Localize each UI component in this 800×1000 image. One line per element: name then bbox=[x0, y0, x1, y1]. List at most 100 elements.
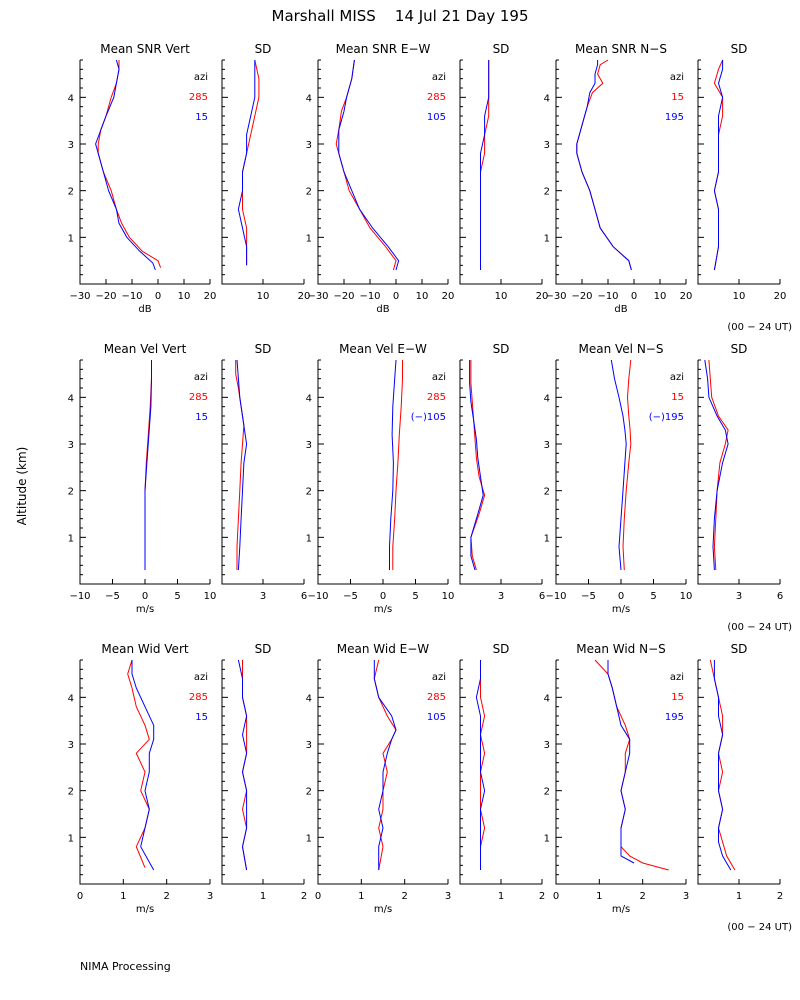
x-tick-label: 10 bbox=[654, 291, 667, 302]
series-line-red bbox=[144, 360, 152, 570]
x-tick-label: 0 bbox=[553, 891, 559, 902]
legend-entry: 15 bbox=[671, 392, 684, 403]
y-tick-label: 4 bbox=[544, 93, 550, 104]
y-tick-label: 2 bbox=[544, 187, 550, 198]
panel-title: SD bbox=[255, 642, 272, 656]
legend-entry: 285 bbox=[427, 92, 446, 103]
panel-vel-3: SD 3 6 bbox=[459, 342, 545, 602]
panel-vel-1: SD 3 6 bbox=[221, 342, 307, 602]
y-tick-label: 2 bbox=[306, 187, 312, 198]
series-line-blue bbox=[713, 660, 732, 871]
x-tick-label: −10 bbox=[597, 291, 618, 302]
panel-wid-0: Mean Wid Vert 1 2 3 4 0 1 2 3 m/s azi 285 15 bbox=[68, 642, 214, 915]
series-line-blue bbox=[713, 60, 724, 271]
x-tick-label: 2 bbox=[539, 891, 545, 902]
processing-note: NIMA Processing bbox=[80, 960, 171, 973]
x-tick-label: −20 bbox=[333, 291, 354, 302]
panel-wid-4: Mean Wid N−S 1 2 3 4 0 1 2 3 m/s azi 15 195 bbox=[544, 642, 690, 915]
panel-axis bbox=[555, 360, 686, 585]
x-tick-label: 10 bbox=[257, 291, 270, 302]
y-tick-label: 4 bbox=[306, 693, 312, 704]
y-tick-label: 2 bbox=[544, 487, 550, 498]
x-tick-label: 5 bbox=[412, 591, 418, 602]
series-line-red bbox=[480, 60, 490, 270]
legend-entry: 195 bbox=[665, 112, 684, 123]
x-tick-label: 0 bbox=[393, 291, 399, 302]
y-tick-label: 1 bbox=[306, 233, 312, 244]
x-tick-label: 1 bbox=[596, 891, 602, 902]
panel-wid-3: SD 1 2 bbox=[459, 642, 545, 902]
series-line-blue bbox=[338, 59, 400, 271]
legend-header: azi bbox=[194, 672, 208, 683]
x-axis-label: dB bbox=[376, 304, 389, 315]
series-line-red bbox=[709, 659, 736, 871]
panel-title: Mean Wid Vert bbox=[101, 642, 188, 656]
panel-snr-1: SD 10 20 bbox=[221, 42, 310, 302]
y-tick-label: 1 bbox=[544, 833, 550, 844]
x-tick-label: 20 bbox=[536, 291, 549, 302]
panel-wid-2: Mean Wid E−W 1 2 3 4 0 1 2 3 m/s azi 285 105 bbox=[306, 642, 452, 915]
panel-axis bbox=[697, 360, 780, 585]
x-tick-label: −30 bbox=[69, 291, 90, 302]
y-tick-label: 4 bbox=[68, 93, 74, 104]
x-tick-label: −30 bbox=[307, 291, 328, 302]
y-tick-label: 4 bbox=[306, 393, 312, 404]
series-line-red bbox=[392, 360, 403, 570]
y-tick-label: 4 bbox=[306, 93, 312, 104]
y-tick-label: 3 bbox=[68, 740, 74, 751]
y-tick-label: 1 bbox=[306, 833, 312, 844]
x-tick-label: 10 bbox=[204, 591, 217, 602]
x-tick-label: −10 bbox=[69, 591, 90, 602]
x-tick-label: −10 bbox=[359, 291, 380, 302]
x-tick-label: 10 bbox=[416, 291, 429, 302]
panel-snr-2: Mean SNR E−W 1 2 3 4 −30 −20 −10 0 10 20 dB azi 285 10… bbox=[306, 42, 455, 315]
x-tick-label: 2 bbox=[163, 891, 169, 902]
legend-entry: 195 bbox=[665, 712, 684, 723]
x-axis-label: m/s bbox=[374, 604, 392, 615]
series-line-red bbox=[127, 659, 150, 868]
panel-title: SD bbox=[731, 642, 748, 656]
x-tick-label: 0 bbox=[631, 291, 637, 302]
x-tick-label: 10 bbox=[442, 591, 455, 602]
y-tick-label: 3 bbox=[306, 140, 312, 151]
y-tick-label: 2 bbox=[68, 187, 74, 198]
y-tick-label: 1 bbox=[544, 533, 550, 544]
x-tick-label: −30 bbox=[545, 291, 566, 302]
y-tick-label: 3 bbox=[68, 140, 74, 151]
x-tick-label: −20 bbox=[95, 291, 116, 302]
series-line-blue bbox=[95, 59, 156, 271]
panel-title: Mean Vel E−W bbox=[339, 342, 427, 356]
series-line-red bbox=[594, 659, 669, 871]
x-tick-label: 5 bbox=[174, 591, 180, 602]
series-line-blue bbox=[480, 60, 490, 270]
legend-header: azi bbox=[194, 72, 208, 83]
time-range-note-2: (00 − 24 UT) bbox=[727, 622, 792, 633]
x-tick-label: −10 bbox=[307, 591, 328, 602]
panel-title: SD bbox=[493, 342, 510, 356]
panel-vel-5: SD 3 6 bbox=[697, 342, 783, 602]
series-line-red bbox=[97, 60, 162, 268]
legend-entry: (−)195 bbox=[649, 412, 684, 423]
x-tick-label: 6 bbox=[301, 591, 307, 602]
x-axis-label: dB bbox=[138, 304, 151, 315]
legend-entry: 285 bbox=[189, 92, 208, 103]
x-axis-label: dB bbox=[614, 304, 627, 315]
legend-entry: 15 bbox=[195, 712, 208, 723]
series-line-blue bbox=[237, 659, 248, 871]
panel-axis bbox=[221, 60, 304, 285]
panel-axis bbox=[459, 60, 542, 285]
x-tick-label: 1 bbox=[120, 891, 126, 902]
legend-header: azi bbox=[670, 372, 684, 383]
y-tick-label: 2 bbox=[544, 787, 550, 798]
panel-title: Mean Wid N−S bbox=[576, 642, 666, 656]
series-line-blue bbox=[144, 360, 152, 570]
panel-title: Mean Wid E−W bbox=[337, 642, 430, 656]
x-tick-label: 0 bbox=[142, 591, 148, 602]
panel-title: Mean SNR Vert bbox=[100, 42, 190, 56]
series-line-blue bbox=[373, 660, 397, 870]
x-tick-label: 20 bbox=[204, 291, 217, 302]
panel-wid-5: SD 1 2 bbox=[697, 642, 783, 902]
series-line-blue bbox=[607, 660, 635, 864]
legend-header: azi bbox=[670, 672, 684, 683]
